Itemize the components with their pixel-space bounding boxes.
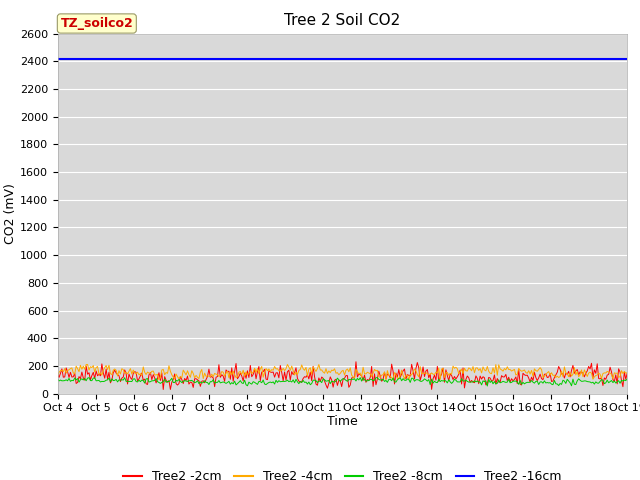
Tree2 -4cm <box>468 368 476 373</box>
Tree2 -2cm <box>623 370 631 376</box>
Tree2 -8cm <box>623 376 631 382</box>
Line: Tree2 -4cm: Tree2 -4cm <box>58 364 627 380</box>
Tree2 -16cm <box>122 56 130 61</box>
Tree2 -2cm <box>468 378 476 384</box>
Tree2 -4cm <box>155 377 163 383</box>
Tree2 -4cm <box>623 370 631 376</box>
Tree2 -8cm <box>469 379 477 385</box>
Line: Tree2 -8cm: Tree2 -8cm <box>58 378 627 386</box>
Tree2 -16cm <box>279 56 287 61</box>
Tree2 -16cm <box>239 56 247 61</box>
Tree2 -8cm <box>413 377 421 383</box>
Tree2 -8cm <box>467 379 474 385</box>
Tree2 -2cm <box>470 380 478 385</box>
Tree2 -4cm <box>282 366 290 372</box>
Tree2 -2cm <box>352 359 360 365</box>
Y-axis label: CO2 (mV): CO2 (mV) <box>4 183 17 244</box>
Title: Tree 2 Soil CO2: Tree 2 Soil CO2 <box>284 13 401 28</box>
Tree2 -8cm <box>483 383 491 389</box>
Tree2 -8cm <box>281 379 289 384</box>
Tree2 -16cm <box>54 56 61 61</box>
Tree2 -4cm <box>124 371 131 377</box>
Line: Tree2 -2cm: Tree2 -2cm <box>58 362 627 389</box>
Tree2 -2cm <box>281 369 289 375</box>
Tree2 -4cm <box>242 369 250 375</box>
Tree2 -4cm <box>83 361 90 367</box>
X-axis label: Time: Time <box>327 415 358 428</box>
Tree2 -2cm <box>241 370 248 376</box>
Tree2 -8cm <box>54 376 61 382</box>
Tree2 -2cm <box>415 365 422 371</box>
Tree2 -2cm <box>54 372 61 377</box>
Tree2 -2cm <box>122 371 130 376</box>
Tree2 -8cm <box>124 378 131 384</box>
Tree2 -4cm <box>415 374 422 380</box>
Tree2 -4cm <box>470 370 478 375</box>
Tree2 -2cm <box>159 386 167 392</box>
Tree2 -8cm <box>241 377 248 383</box>
Text: TZ_soilco2: TZ_soilco2 <box>60 17 133 30</box>
Tree2 -8cm <box>85 375 93 381</box>
Legend: Tree2 -2cm, Tree2 -4cm, Tree2 -8cm, Tree2 -16cm: Tree2 -2cm, Tree2 -4cm, Tree2 -8cm, Tree… <box>118 465 567 480</box>
Tree2 -4cm <box>54 372 61 378</box>
Tree2 -16cm <box>412 56 420 61</box>
Tree2 -16cm <box>465 56 472 61</box>
Tree2 -16cm <box>623 56 631 61</box>
Tree2 -16cm <box>468 56 476 61</box>
